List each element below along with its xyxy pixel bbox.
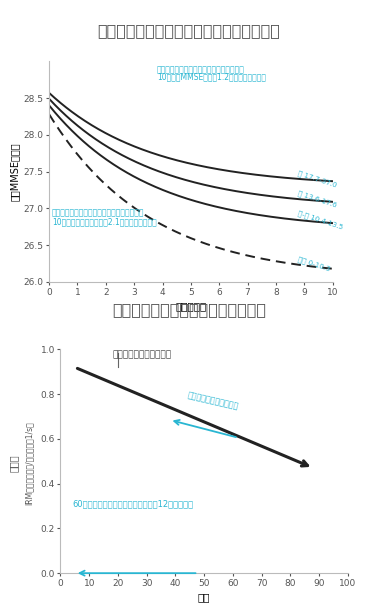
Text: 10年で、MMSEスコア1.2ポイントの低下。: 10年で、MMSEスコア1.2ポイントの低下。	[157, 72, 266, 82]
Text: 加齢による認知能力衰退: 加齢による認知能力衰退	[112, 351, 171, 360]
Text: エンゾジノールによる脳機能の改善: エンゾジノールによる脳機能の改善	[112, 302, 266, 317]
Text: 低-中 10.4-13.5: 低-中 10.4-13.5	[297, 210, 344, 230]
Text: 60ミリ秒分の脳機能改善＝脳年齢が12歳分若返る: 60ミリ秒分の脳機能改善＝脳年齢が12歳分若返る	[72, 500, 193, 508]
X-axis label: 時間（年）: 時間（年）	[175, 301, 206, 311]
Text: エンゾジノールでの改善: エンゾジノールでの改善	[187, 390, 240, 411]
X-axis label: 年齢: 年齢	[198, 592, 211, 602]
Text: 10年で、ＭＭＳＥスコア2.1ポイントの低下。: 10年で、ＭＭＳＥスコア2.1ポイントの低下。	[52, 217, 157, 226]
Text: フラボノイド摂取と加齢による認知力衰退: フラボノイド摂取と加齢による認知力衰退	[98, 23, 280, 38]
Text: 認知能: 認知能	[8, 454, 18, 471]
Text: IRMテスト正確性/反応時間（1/s）: IRMテスト正確性/反応時間（1/s）	[25, 421, 34, 504]
Y-axis label: 平均MMSEスコア: 平均MMSEスコア	[9, 142, 19, 201]
Text: フラボノイドの摂取量が最も多い男性は、: フラボノイドの摂取量が最も多い男性は、	[157, 65, 245, 74]
Text: 高 17.7-37.0: 高 17.7-37.0	[297, 169, 338, 188]
Text: フラボノイドの摂取量が最も少ない男性は、: フラボノイドの摂取量が最も少ない男性は、	[52, 208, 144, 218]
Text: 最低 0-10.3: 最低 0-10.3	[297, 256, 331, 273]
Text: 中 13.6-17.6: 中 13.6-17.6	[297, 189, 338, 208]
